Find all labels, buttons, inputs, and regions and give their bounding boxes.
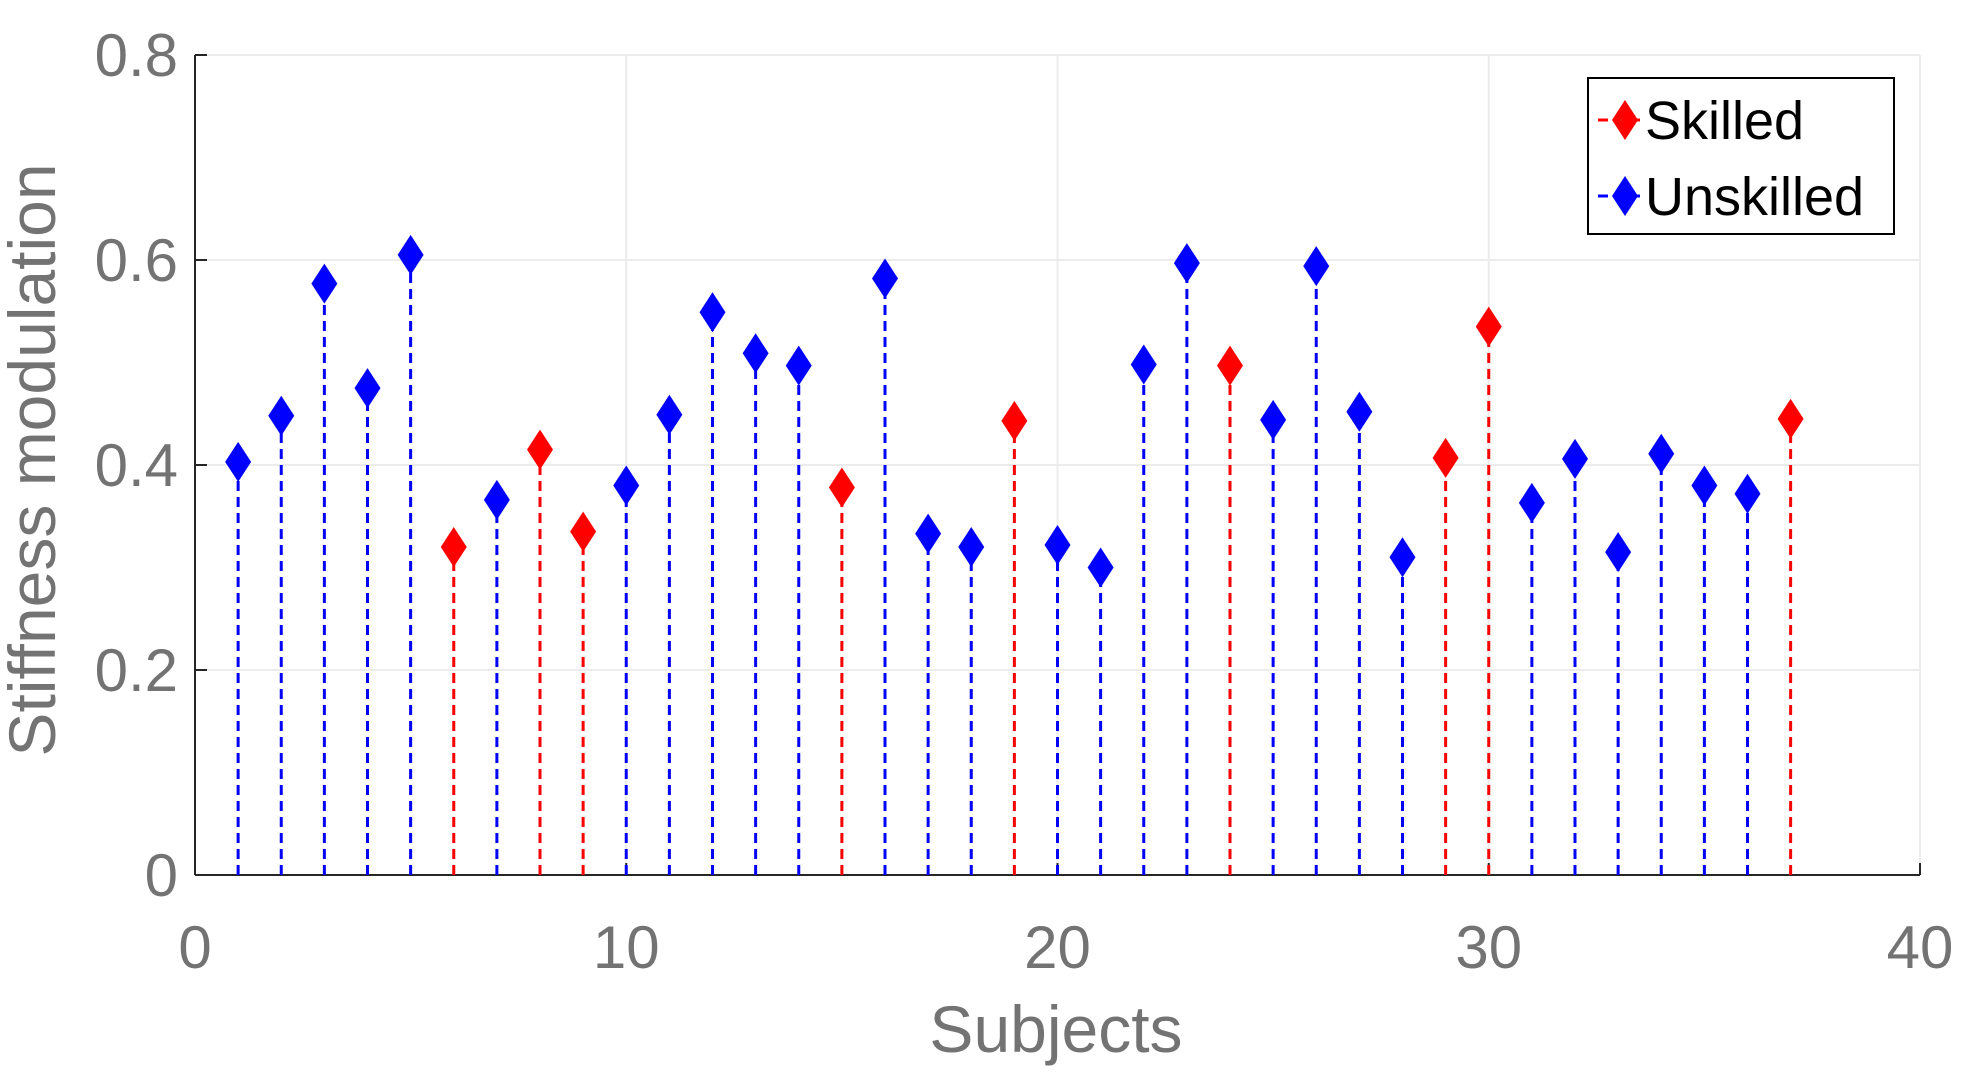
x-tick-label: 20 bbox=[1024, 914, 1091, 981]
x-tick-label: 30 bbox=[1455, 914, 1522, 981]
markers bbox=[225, 234, 1804, 588]
x-axis-title: Subjects bbox=[929, 992, 1182, 1066]
data-point-unskilled bbox=[483, 479, 510, 520]
data-point-unskilled bbox=[872, 258, 898, 299]
y-tick-label: 0.8 bbox=[95, 22, 178, 89]
legend-item-unskilled: Unskilled bbox=[1598, 167, 1864, 227]
legend: Skilled Unskilled bbox=[1587, 77, 1895, 235]
data-point-unskilled bbox=[397, 234, 424, 275]
x-tick-label: 40 bbox=[1887, 914, 1954, 981]
data-point-unskilled bbox=[742, 333, 769, 374]
x-tick-label: 0 bbox=[178, 914, 211, 981]
legend-item-skilled: Skilled bbox=[1598, 91, 1804, 151]
data-point-unskilled bbox=[1346, 391, 1373, 432]
data-point-unskilled bbox=[1691, 465, 1718, 506]
data-point-unskilled bbox=[1648, 433, 1675, 474]
data-point-skilled bbox=[1432, 437, 1459, 478]
legend-diamond-skilled bbox=[1612, 100, 1638, 140]
data-point-unskilled bbox=[1044, 524, 1071, 565]
data-point-unskilled bbox=[699, 292, 726, 333]
y-tick-label: 0 bbox=[145, 842, 178, 909]
y-tick-label: 0.6 bbox=[95, 227, 178, 294]
data-point-skilled bbox=[828, 467, 855, 508]
tick-labels: 0 10 20 30 40 0 0.2 0.4 0.6 0.8 bbox=[95, 22, 1954, 981]
data-point-unskilled bbox=[1518, 482, 1545, 523]
data-point-unskilled bbox=[656, 394, 683, 435]
data-point-skilled bbox=[440, 527, 467, 567]
data-point-unskilled bbox=[915, 513, 942, 554]
legend-diamond-unskilled bbox=[1612, 176, 1638, 216]
data-point-unskilled bbox=[1260, 399, 1287, 440]
data-point-unskilled bbox=[225, 441, 252, 482]
data-point-unskilled bbox=[1130, 344, 1157, 385]
data-point-unskilled bbox=[958, 527, 985, 567]
data-point-unskilled bbox=[354, 368, 381, 409]
x-tick-label: 10 bbox=[593, 914, 660, 981]
data-point-unskilled bbox=[1173, 243, 1200, 284]
y-axis-title: Stiffness modulation bbox=[0, 163, 69, 756]
data-point-unskilled bbox=[1087, 547, 1114, 588]
data-point-skilled bbox=[527, 429, 553, 470]
data-point-unskilled bbox=[613, 465, 640, 506]
data-point-unskilled bbox=[1734, 473, 1761, 514]
legend-box bbox=[1587, 77, 1895, 235]
data-point-skilled bbox=[1475, 306, 1502, 347]
data-point-unskilled bbox=[1303, 246, 1330, 287]
data-point-unskilled bbox=[1389, 537, 1416, 578]
stems bbox=[236, 254, 1793, 875]
data-point-unskilled bbox=[1605, 532, 1632, 573]
legend-label-skilled: Skilled bbox=[1645, 91, 1804, 151]
data-point-skilled bbox=[1217, 345, 1243, 386]
data-point-unskilled bbox=[1562, 438, 1588, 479]
data-point-unskilled bbox=[268, 395, 295, 436]
data-point-skilled bbox=[1001, 400, 1028, 441]
y-tick-label: 0.2 bbox=[95, 637, 178, 704]
y-tick-label: 0.4 bbox=[95, 432, 178, 499]
data-point-skilled bbox=[570, 511, 597, 552]
legend-label-unskilled: Unskilled bbox=[1645, 167, 1864, 227]
data-point-unskilled bbox=[311, 263, 338, 304]
data-point-unskilled bbox=[785, 345, 812, 386]
data-point-skilled bbox=[1777, 398, 1804, 439]
